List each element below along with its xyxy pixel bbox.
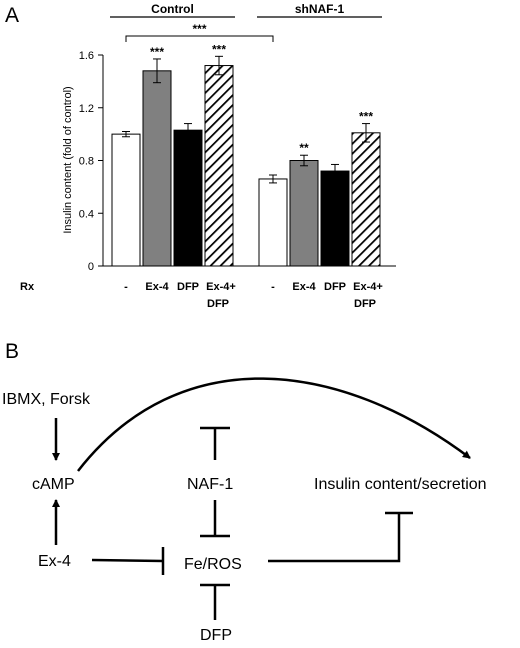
- y-tick-label: 1.2: [79, 103, 94, 115]
- bar-control-2: [173, 129, 203, 267]
- panel-a-label: A: [5, 4, 19, 27]
- node-dfp: DFP: [200, 627, 232, 644]
- significance-label: ***: [150, 45, 164, 59]
- bar-shnaf1-3: [351, 132, 381, 267]
- category-label: -: [271, 281, 275, 293]
- error-bar: [122, 130, 130, 138]
- bar-control-1: [142, 70, 172, 267]
- inhibit-ex4-to-feros: [91, 547, 165, 575]
- significance-label: **: [299, 141, 309, 155]
- error-bar: [362, 123, 370, 143]
- error-bar: [331, 163, 339, 179]
- node-fe-ros: Fe/ROS: [184, 556, 242, 573]
- inhibit-naf1-to-feros: [200, 500, 230, 538]
- bar-control-0: [111, 133, 141, 267]
- group-label-control: Control: [151, 2, 194, 16]
- group-label-shnaf1: shNAF-1: [295, 2, 345, 16]
- category-label: DFP: [324, 281, 346, 293]
- rx-label: Rx: [20, 281, 35, 293]
- node-camp: cAMP: [32, 476, 75, 493]
- panel-b-label: B: [5, 340, 19, 363]
- y-tick-label: 0.8: [79, 156, 94, 168]
- category-label: Ex-4+ DFP: [353, 281, 383, 310]
- category-label: -: [124, 281, 128, 293]
- y-tick-label: 1.6: [79, 50, 94, 62]
- y-tick-label: 0: [88, 261, 94, 273]
- bar-control-3: [204, 65, 234, 267]
- category-label: Ex-4: [145, 281, 169, 293]
- y-axis-label: Insulin content (fold of control): [62, 86, 74, 233]
- error-bar: [300, 154, 308, 167]
- pathway-diagram: IBMX, Forsk cAMP NAF-1 Insulin content/s…: [2, 377, 487, 644]
- bar-shnaf1-0: [258, 178, 288, 267]
- error-bar: [269, 174, 277, 184]
- error-bar: [184, 123, 192, 138]
- node-ex4: Ex-4: [38, 553, 71, 570]
- bar-shnaf1-1: [289, 160, 319, 267]
- node-ibmx-forsk: IBMX, Forsk: [2, 391, 91, 408]
- node-naf1: NAF-1: [187, 476, 233, 493]
- category-label: Ex-4+ DFP: [206, 281, 236, 310]
- bar-chart: Insulin content (fold of control) 0 0.4 0.…: [20, 2, 396, 310]
- inhibit-dfp-to-feros: [200, 583, 230, 620]
- bar-shnaf1-2: [320, 170, 350, 267]
- bracket-significance-label: ***: [192, 22, 206, 36]
- y-tick-label: 0.4: [79, 208, 94, 220]
- significance-label: ***: [212, 42, 226, 56]
- error-bar: [215, 55, 223, 76]
- category-label: DFP: [177, 281, 199, 293]
- inhibit-naf1-top: [200, 426, 230, 460]
- node-insulin: Insulin content/secretion: [314, 476, 487, 493]
- significance-label: ***: [359, 110, 373, 124]
- inhibit-feros-to-insulin: [268, 511, 413, 563]
- error-bar: [153, 58, 161, 84]
- arrow-camp-to-insulin: [77, 377, 471, 472]
- comparison-bracket: ***: [125, 22, 274, 42]
- category-label: Ex-4: [292, 281, 316, 293]
